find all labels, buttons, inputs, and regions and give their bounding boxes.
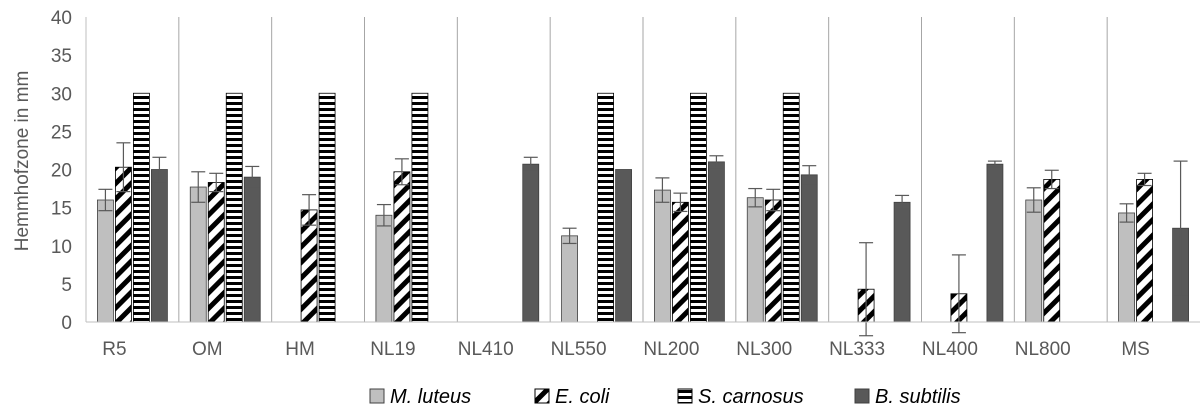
x-tick-label: NL550	[551, 339, 607, 360]
bar-m-luteus-nl200	[654, 189, 671, 323]
bar-b-subtilis-nl400	[986, 163, 1004, 323]
bar-m-luteus-ms	[1118, 212, 1135, 323]
bar-e-coli-nl300	[764, 199, 782, 323]
legend-label: S. carnosus	[698, 386, 804, 408]
x-tick-label: NL300	[736, 339, 792, 360]
bar-e-coli-nl19	[393, 171, 411, 323]
legend-swatch	[369, 388, 385, 404]
bar-m-luteus-nl550	[561, 235, 578, 323]
bar-b-subtilis-nl550	[615, 169, 632, 323]
x-tick-label: MS	[1121, 339, 1150, 360]
bar-s-carnosus-nl550	[597, 92, 614, 323]
legend: M. luteus E. coli S. carnosus B. subtilis	[369, 386, 961, 408]
category-separators	[85, 17, 1108, 322]
x-tick-label: HM	[285, 339, 315, 360]
legend-swatch	[677, 388, 693, 404]
bar-m-luteus-nl800	[1025, 199, 1043, 323]
legend-label: E. coli	[555, 386, 610, 408]
bars	[97, 92, 1189, 323]
legend-label: M. luteus	[390, 386, 471, 408]
bar-s-carnosus-om	[225, 92, 243, 323]
bar-e-coli-ms	[1136, 179, 1153, 323]
x-axis-ticks: R5 OM HM NL19 NL410 NL550 NL200 NL300 NL333 NL400…	[102, 339, 1150, 360]
x-tick-label: NL333	[829, 339, 885, 360]
bar-s-carnosus-nl19	[411, 92, 429, 323]
bar-m-luteus-om	[189, 186, 207, 323]
x-tick-label: NL400	[922, 339, 978, 360]
bar-e-coli-nl200	[672, 201, 689, 323]
bar-b-subtilis-om	[243, 176, 261, 323]
legend-swatch	[534, 388, 550, 404]
legend-swatch	[854, 388, 870, 404]
x-tick-label: R5	[102, 339, 126, 360]
legend-label: B. subtilis	[875, 386, 961, 408]
y-tick-label: 25	[51, 122, 72, 143]
bar-m-luteus-nl300	[746, 197, 764, 323]
bar-b-subtilis-nl333	[893, 201, 911, 323]
x-tick-label: OM	[192, 339, 223, 360]
y-tick-label: 15	[51, 199, 72, 220]
bar-b-subtilis-nl200	[708, 161, 725, 323]
y-tick-label: 10	[51, 237, 72, 258]
bar-b-subtilis-r5	[151, 169, 168, 323]
bar-e-coli-hm	[300, 209, 318, 323]
bar-s-carnosus-nl200	[690, 92, 707, 323]
bar-b-subtilis-nl300	[800, 174, 818, 323]
bar-e-coli-om	[207, 182, 225, 323]
bar-s-carnosus-hm	[318, 92, 336, 323]
y-tick-label: 5	[61, 275, 72, 296]
y-tick-label: 20	[51, 161, 72, 182]
y-axis-title: Hemmhofzone in mm	[12, 71, 33, 252]
bar-e-coli-nl800	[1043, 179, 1061, 323]
bar-m-luteus-nl19	[375, 214, 393, 323]
bar-s-carnosus-nl300	[782, 92, 800, 323]
y-tick-label: 0	[61, 313, 72, 334]
y-axis-ticks: 0 5 10 15 20 25 30 35 40	[51, 8, 72, 334]
x-tick-label: NL200	[643, 339, 699, 360]
x-tick-label: NL410	[458, 339, 514, 360]
y-tick-label: 35	[51, 46, 72, 67]
bar-b-subtilis-nl410	[522, 163, 540, 323]
bar-m-luteus-r5	[97, 199, 114, 323]
error-bars	[98, 142, 1188, 337]
y-tick-label: 40	[51, 8, 72, 29]
x-tick-label: NL800	[1015, 339, 1071, 360]
y-tick-label: 30	[51, 84, 72, 105]
bar-s-carnosus-r5	[133, 92, 150, 323]
x-tick-label: NL19	[370, 339, 415, 360]
